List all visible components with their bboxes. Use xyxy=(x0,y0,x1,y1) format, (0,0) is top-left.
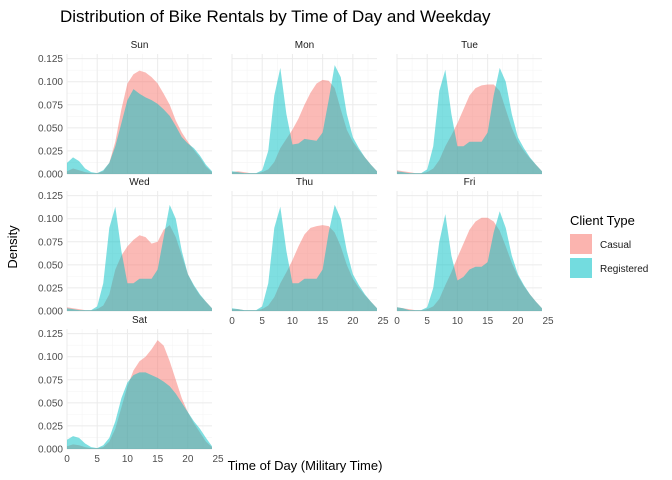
x-axis-title: Time of Day (Military Time) xyxy=(228,458,383,473)
x-tick-label: 0 xyxy=(229,316,235,327)
x-tick-label: 0 xyxy=(394,316,400,327)
y-tick-label: 0.125 xyxy=(38,54,63,65)
y-tick-label: 0.025 xyxy=(38,283,63,294)
x-tick-label: 25 xyxy=(542,316,554,327)
x-tick-label: 25 xyxy=(212,454,224,465)
x-tick-label: 15 xyxy=(152,454,164,465)
density-area-fri-registered xyxy=(397,211,542,311)
density-area-thu-registered xyxy=(232,204,377,311)
y-tick-label: 0.050 xyxy=(38,260,63,271)
legend: Client Type Casual Registered xyxy=(570,213,648,278)
x-tick-label: 5 xyxy=(259,316,265,327)
x-tick-label: 20 xyxy=(512,316,524,327)
y-tick-label: 0.100 xyxy=(38,77,63,88)
x-tick-label: 15 xyxy=(482,316,494,327)
panel-sat: Sat 0.000 0.025 0.050 0.075 0.100 0.125 0 5 10 15 2… xyxy=(38,315,224,465)
legend-label-registered: Registered xyxy=(600,264,648,275)
strip-label-thu: Thu xyxy=(296,177,313,188)
panel-wed: Wed 0.000 0.025 0.050 0.075 0.100 0.125 xyxy=(38,177,212,318)
panel-thu: Thu 0 5 10 15 20 25 xyxy=(229,177,389,327)
strip-label-tue: Tue xyxy=(461,40,478,51)
y-tick-label: 0.075 xyxy=(38,375,63,386)
chart-title: Distribution of Bike Rentals by Time of … xyxy=(60,7,491,26)
legend-key-casual xyxy=(570,234,592,254)
density-area-mon-registered xyxy=(232,65,377,174)
x-tick-label: 10 xyxy=(287,316,299,327)
x-tick-label: 10 xyxy=(122,454,134,465)
legend-title: Client Type xyxy=(570,213,635,228)
x-tick-label: 20 xyxy=(347,316,359,327)
legend-key-registered xyxy=(570,258,592,278)
y-tick-label: 0.000 xyxy=(38,307,63,318)
strip-label-sun: Sun xyxy=(131,40,149,51)
legend-label-casual: Casual xyxy=(600,240,631,251)
y-tick-label: 0.125 xyxy=(38,329,63,340)
y-axis-title: Density xyxy=(5,225,20,269)
x-tick-label: 5 xyxy=(424,316,430,327)
x-tick-label: 0 xyxy=(64,454,70,465)
y-tick-label: 0.025 xyxy=(38,421,63,432)
facet-panels: Sun 0.000 0.025 0.050 0.075 0.100 0.125 Mon Tue W… xyxy=(38,40,554,465)
density-area-sun-registered xyxy=(67,89,212,174)
x-tick-label: 10 xyxy=(452,316,464,327)
y-tick-label: 0.000 xyxy=(38,445,63,456)
panel-sun: Sun 0.000 0.025 0.050 0.075 0.100 0.125 xyxy=(38,40,212,181)
y-tick-label: 0.075 xyxy=(38,237,63,248)
strip-label-fri: Fri xyxy=(464,177,476,188)
y-tick-label: 0.125 xyxy=(38,191,63,202)
density-area-tue-registered xyxy=(397,67,542,174)
y-tick-label: 0.050 xyxy=(38,398,63,409)
density-area-wed-registered xyxy=(67,204,212,311)
panel-fri: Fri 0 5 10 15 20 25 xyxy=(394,177,554,327)
y-tick-label: 0.000 xyxy=(38,170,63,181)
panel-tue: Tue xyxy=(396,40,542,175)
panel-mon: Mon xyxy=(231,40,377,175)
x-tick-label: 15 xyxy=(317,316,329,327)
x-tick-label: 5 xyxy=(94,454,100,465)
y-tick-label: 0.100 xyxy=(38,352,63,363)
strip-label-mon: Mon xyxy=(295,40,314,51)
y-tick-label: 0.075 xyxy=(38,100,63,111)
strip-label-wed: Wed xyxy=(129,177,149,188)
y-tick-label: 0.100 xyxy=(38,214,63,225)
x-tick-label: 25 xyxy=(377,316,389,327)
y-tick-label: 0.050 xyxy=(38,123,63,134)
y-tick-label: 0.025 xyxy=(38,146,63,157)
x-tick-label: 20 xyxy=(182,454,194,465)
strip-label-sat: Sat xyxy=(132,315,147,326)
density-area-sat-registered xyxy=(67,372,212,449)
